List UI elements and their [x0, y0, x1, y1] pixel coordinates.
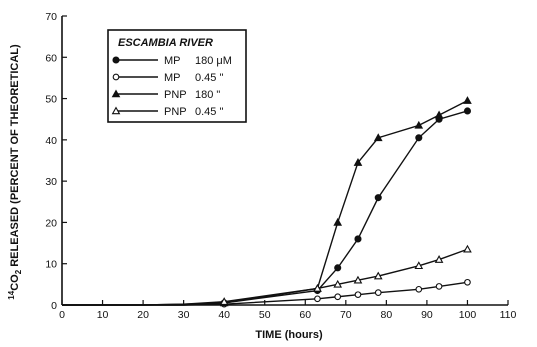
y-tick-label: 20 [45, 217, 57, 229]
y-axis-title: 14CO2 RELEASED (PERCENT OF THEORETICAL) [7, 44, 23, 300]
series-mp-open-circle [62, 278, 471, 308]
y-tick-label: 50 [45, 94, 57, 106]
data-point [435, 283, 443, 290]
data-point [463, 244, 472, 253]
data-point [463, 107, 472, 115]
data-point [111, 106, 121, 115]
data-point [333, 217, 343, 226]
data-point [414, 261, 424, 270]
y-ticks: 0 10 20 30 40 50 60 70 [45, 11, 67, 312]
x-tick-label: 100 [459, 309, 477, 321]
data-point [333, 279, 343, 288]
data-point [334, 264, 342, 272]
legend-series-conc: 180 μM [195, 55, 232, 67]
data-point [314, 295, 321, 303]
series-pnp-open-triangle [62, 244, 472, 306]
y-tick-label: 0 [51, 300, 57, 312]
x-tick-label: 40 [218, 309, 230, 321]
data-point [313, 283, 322, 292]
data-point [354, 235, 362, 243]
series-pnp-filled-triangle [62, 96, 472, 307]
x-tick-label: 10 [97, 309, 109, 321]
y-axis-title-suffix: RELEASED (PERCENT OF THEORETICAL) [9, 44, 21, 270]
legend-series-name: PNP [164, 106, 187, 118]
data-point [353, 158, 363, 166]
data-point [464, 278, 471, 286]
x-tick-label: 70 [340, 309, 352, 321]
legend-series-conc: 0.45 " [195, 72, 223, 84]
data-point [434, 255, 444, 263]
data-point [463, 96, 472, 104]
data-point [373, 133, 383, 142]
legend-title: ESCAMBIA RIVER [118, 37, 213, 49]
series-line [62, 100, 468, 306]
data-point [334, 293, 342, 301]
x-tick-label: 60 [299, 309, 311, 321]
y-tick-label: 70 [45, 11, 57, 23]
legend-entry: MP 180 μM [112, 55, 232, 67]
data-point [434, 110, 444, 119]
x-ticks: 0 10 20 30 40 50 60 70 80 90 100 110 [59, 300, 517, 321]
legend-entry: PNP 0.45 " [111, 106, 223, 118]
data-point [374, 194, 382, 202]
data-point [415, 285, 423, 293]
x-tick-label: 20 [137, 309, 149, 321]
legend-series-name: MP [164, 55, 181, 67]
x-tick-label: 50 [259, 309, 271, 321]
data-point [353, 275, 363, 284]
x-tick-label: 90 [421, 309, 433, 321]
data-point [373, 271, 383, 280]
legend-entry: PNP 180 " [111, 89, 220, 101]
legend-entry: MP 0.45 " [112, 72, 223, 84]
y-axis-title-superscript: 14 [7, 290, 16, 299]
x-tick-label: 110 [500, 309, 517, 321]
data-point [414, 120, 424, 129]
series-line [62, 281, 468, 306]
data-point [112, 56, 120, 64]
data-point [374, 289, 382, 296]
data-point [415, 134, 423, 142]
legend-box [107, 29, 247, 123]
y-axis-title-subscript: 2 [14, 269, 23, 274]
legend-entries: MP 180 μM MP 0.45 " PNP 180 " PNP 0.45 " [111, 55, 232, 118]
legend-series-conc: 0.45 " [195, 106, 223, 118]
x-tick-label: 30 [178, 309, 190, 321]
series-mp-filled-circle [62, 107, 472, 307]
legend-series-name: MP [164, 72, 181, 84]
y-tick-label: 40 [45, 135, 57, 147]
data-point [354, 291, 362, 299]
data-point [112, 73, 120, 81]
series-line [62, 248, 468, 306]
legend-series-name: PNP [164, 89, 187, 101]
x-tick-label: 0 [59, 309, 65, 321]
y-tick-label: 60 [45, 52, 57, 64]
y-tick-label: 10 [45, 259, 57, 271]
series-line [62, 110, 468, 306]
x-axis-title: TIME (hours) [255, 329, 323, 341]
y-axis-title-prefix: CO [9, 274, 21, 291]
legend-series-conc: 180 " [195, 89, 220, 101]
data-point [219, 297, 229, 305]
y-tick-label: 30 [45, 176, 57, 188]
x-tick-label: 80 [381, 309, 393, 321]
data-point [111, 89, 121, 98]
series-group [62, 96, 472, 308]
